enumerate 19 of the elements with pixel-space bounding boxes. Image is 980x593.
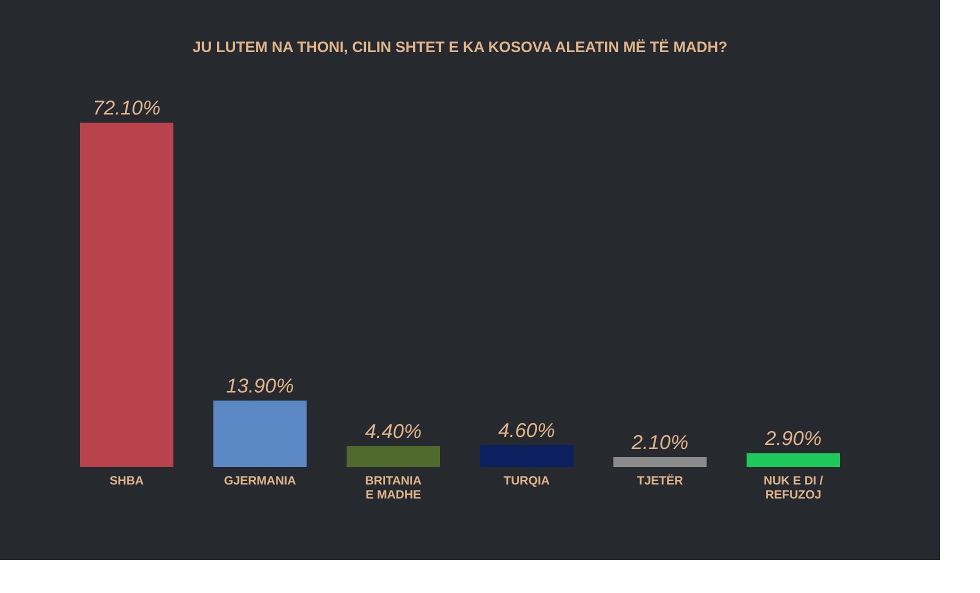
x-tick-label: NUK E DI / REFUZOJ	[764, 474, 824, 502]
chart-title: JU LUTEM NA THONI, CILIN SHTET E KA KOSOVA ALEATIN MË TË MADH?	[192, 39, 728, 56]
data-label: 4.60%	[498, 420, 556, 442]
bar	[746, 453, 840, 467]
data-label: 72.10%	[92, 98, 161, 120]
data-label: 2.10%	[630, 432, 688, 454]
x-tick-label: BRITANIA E MADHE	[365, 474, 422, 502]
x-tick-label: TJETËR	[636, 474, 684, 488]
x-tick-label: GJERMANIA	[224, 474, 296, 488]
bar	[613, 456, 707, 467]
bar	[346, 446, 440, 467]
data-label: 4.40%	[364, 420, 422, 443]
x-tick-label: SHBA	[110, 474, 144, 488]
x-tick-label: TURQIA	[504, 474, 550, 488]
data-label: 2.90%	[764, 428, 822, 450]
bar	[213, 400, 307, 467]
data-label: 13.90%	[226, 376, 294, 398]
bar	[480, 445, 574, 467]
bar	[80, 122, 174, 467]
